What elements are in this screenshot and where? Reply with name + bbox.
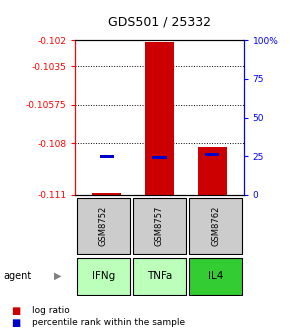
Text: GSM8752: GSM8752 — [99, 206, 108, 246]
Text: GSM8757: GSM8757 — [155, 206, 164, 246]
Text: percentile rank within the sample: percentile rank within the sample — [32, 318, 185, 327]
Text: GSM8762: GSM8762 — [211, 206, 220, 246]
Bar — [99, 155, 114, 158]
Bar — [205, 153, 220, 156]
Text: log ratio: log ratio — [32, 306, 70, 315]
Bar — [152, 156, 167, 160]
Text: agent: agent — [3, 270, 31, 281]
Bar — [77, 198, 130, 254]
Bar — [93, 193, 122, 195]
Bar — [77, 258, 130, 295]
Bar — [133, 198, 186, 254]
Text: ■: ■ — [12, 306, 21, 316]
Text: ■: ■ — [12, 318, 21, 328]
Bar — [145, 42, 174, 195]
Text: GDS501 / 25332: GDS501 / 25332 — [108, 15, 211, 28]
Bar — [189, 198, 242, 254]
Text: TNFa: TNFa — [147, 271, 172, 281]
Bar — [197, 147, 226, 195]
Bar — [189, 258, 242, 295]
Text: IFNg: IFNg — [92, 271, 115, 281]
Text: ▶: ▶ — [54, 270, 62, 281]
Bar — [133, 258, 186, 295]
Text: IL4: IL4 — [208, 271, 223, 281]
